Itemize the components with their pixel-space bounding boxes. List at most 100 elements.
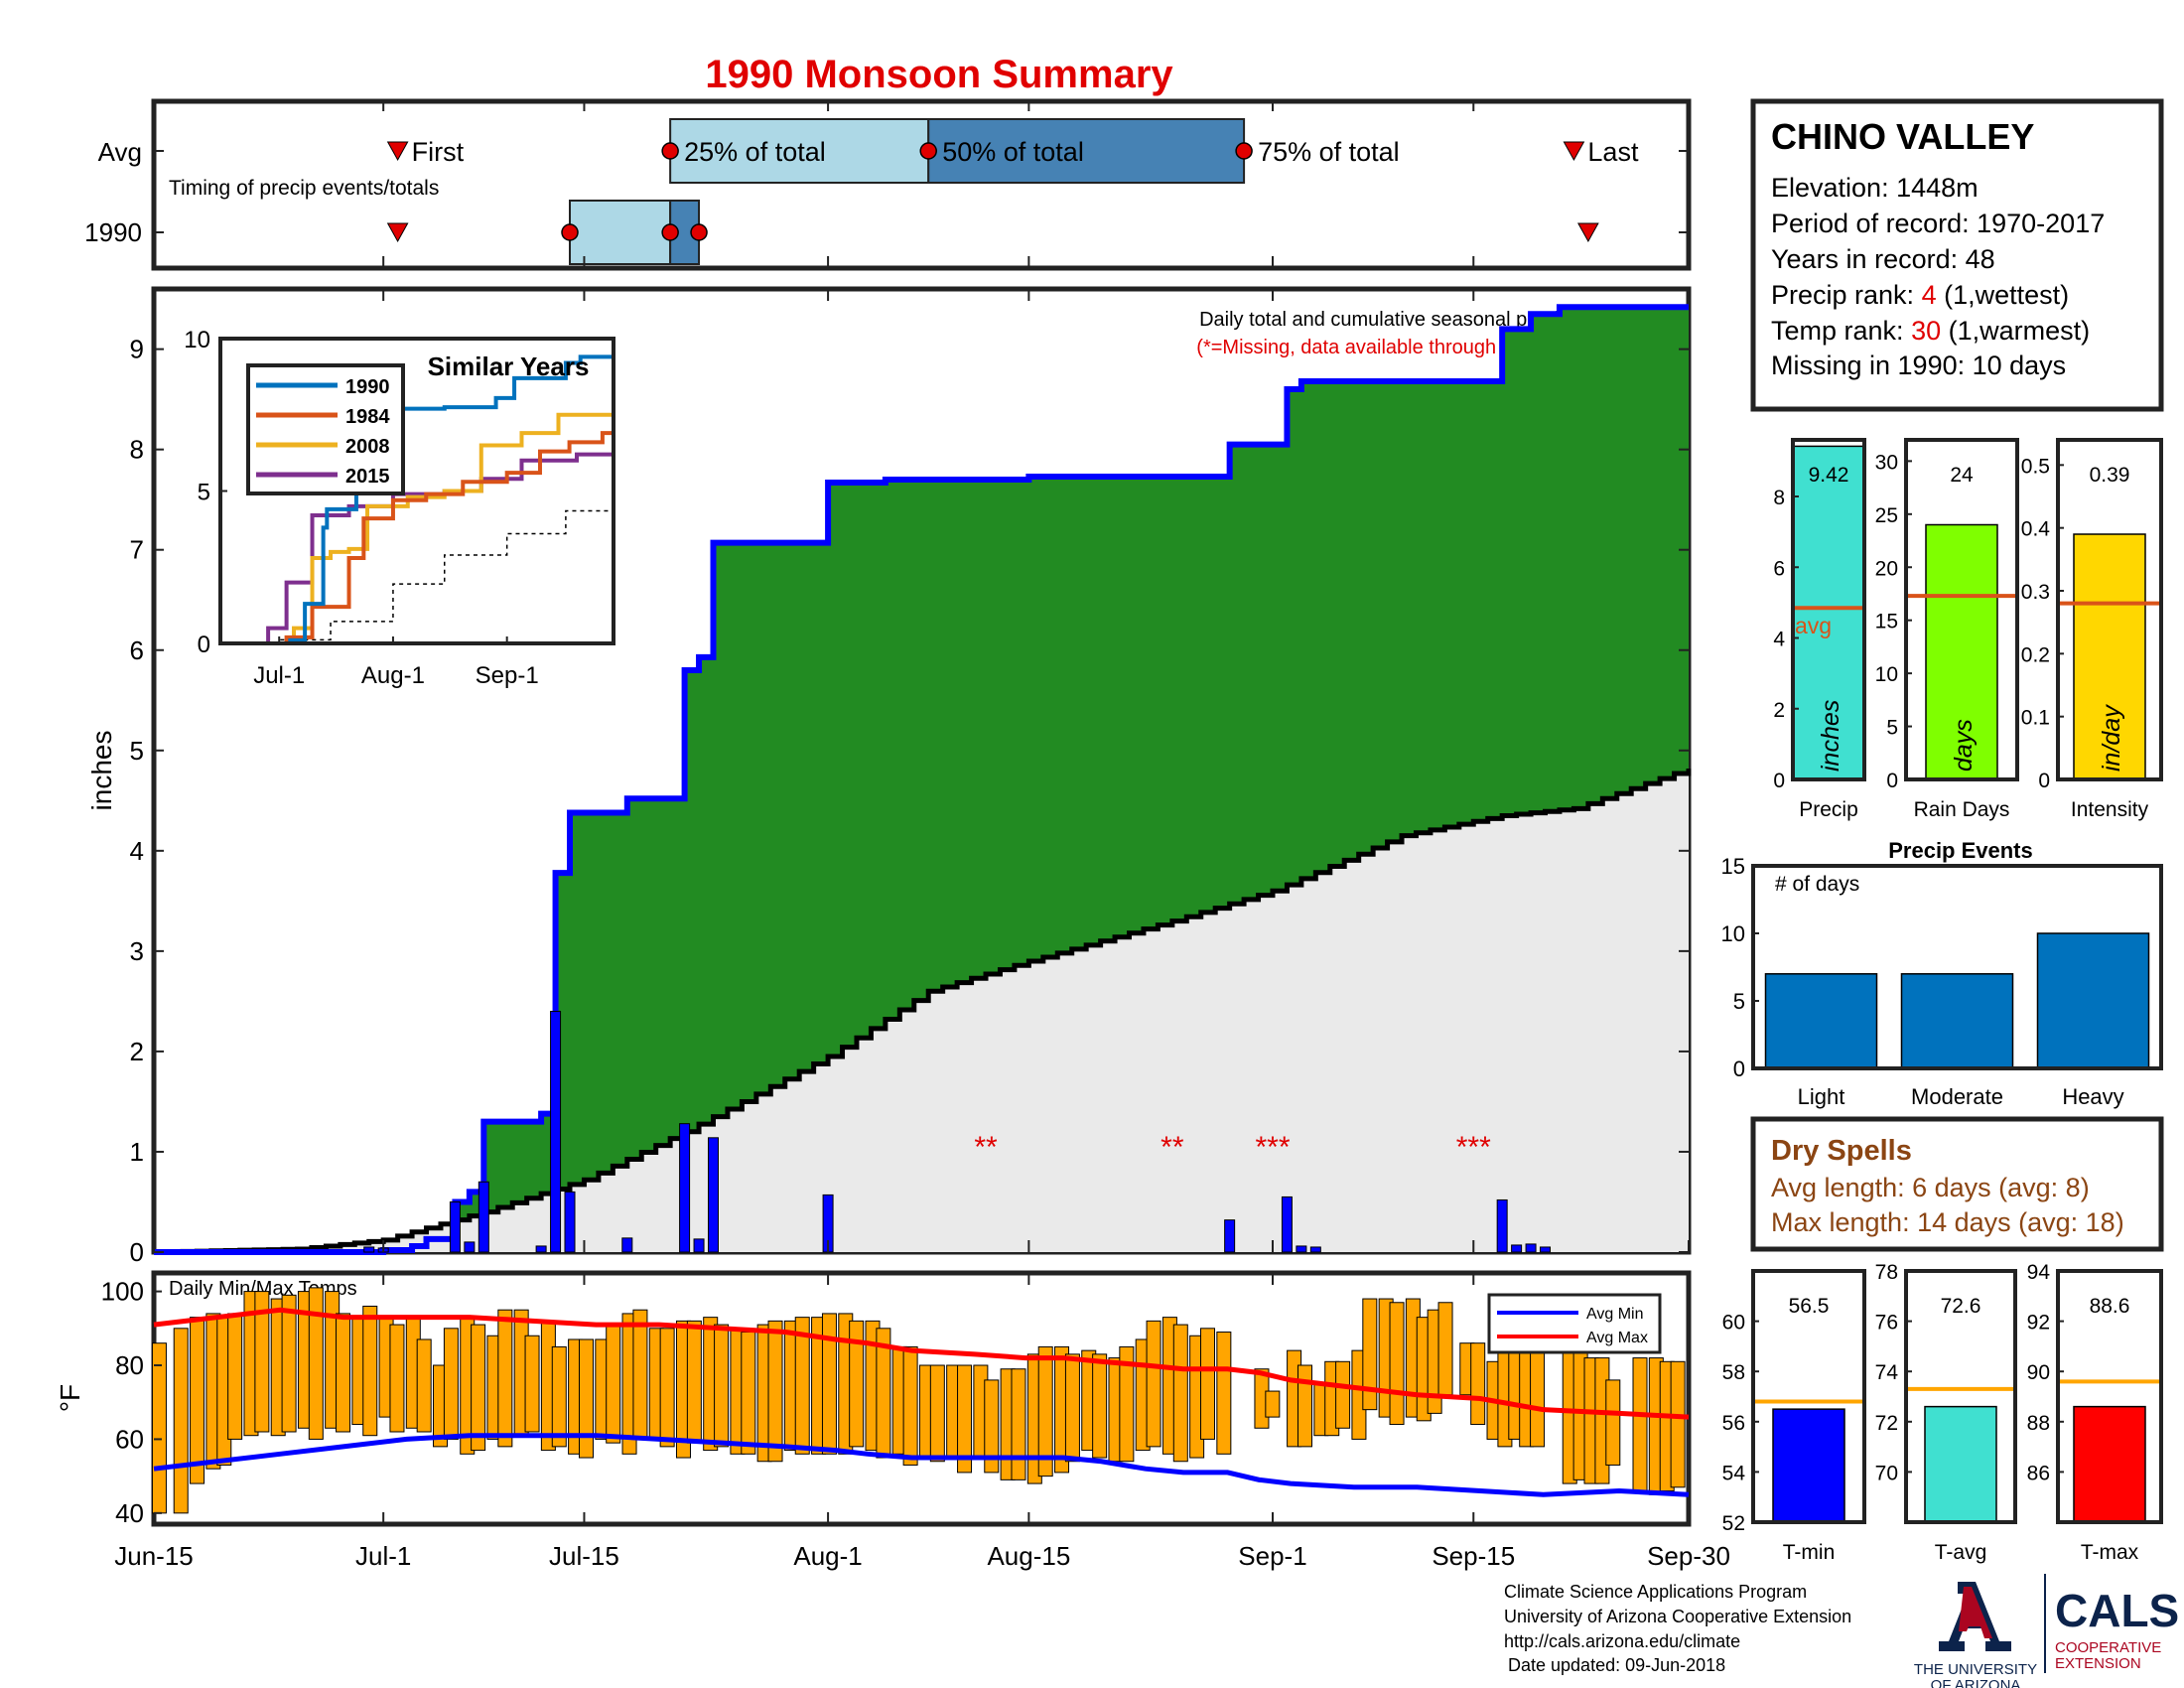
events-category: Moderate [1911, 1084, 2003, 1109]
dry-max-length: Max length: 14 days (avg: 18) [1771, 1207, 2124, 1237]
timing-panel: Avg 1990 Timing of precip events/totals … [84, 98, 1692, 271]
summary-tavg-ytick-label: 72 [1875, 1412, 1898, 1435]
summary-intensity-bar [2073, 533, 2146, 780]
events-bar-light [1764, 973, 1878, 1069]
daily-precip-bar [1525, 1243, 1537, 1253]
summary-precip-ytick-label: 0 [1773, 770, 1785, 792]
events-title: Precip Events [1888, 838, 2033, 863]
main-annotation: Daily total and cumulative seasonal prec… [1199, 309, 1623, 331]
summary-tavg-value-label: 72.6 [1941, 1295, 1981, 1318]
summary-tmin-ytick-label: 58 [1722, 1361, 1745, 1384]
legend-label: 1984 [345, 406, 390, 428]
events-bar-heavy [2036, 932, 2150, 1069]
summary-intensity-value-label: 0.39 [2090, 464, 2130, 487]
temp-range-bar [416, 1338, 432, 1433]
temp-range-bar [336, 1313, 351, 1433]
temp-range-bar [308, 1287, 324, 1440]
temp-range-bar [1389, 1302, 1405, 1426]
temp-range-bar [1216, 1332, 1232, 1455]
inset-xtick-label: Aug-1 [361, 662, 425, 689]
temp-range-bar [1064, 1353, 1080, 1463]
temp-range-bar [497, 1309, 513, 1448]
missing-days: Missing in 1990: 10 days [1771, 351, 2066, 380]
events-ytick-label: 0 [1733, 1056, 1745, 1081]
year-p25-marker [561, 223, 579, 241]
inset-ytick-label: 10 [184, 327, 210, 353]
dry-spells-panel: Dry Spells Avg length: 6 days (avg: 8) M… [1750, 1116, 2164, 1252]
temp-range-bar [443, 1328, 459, 1440]
summary-raindays-value-label: 24 [1950, 464, 1974, 487]
daily-precip-bar [564, 1191, 576, 1253]
temp-range-bar [578, 1338, 594, 1459]
events-ytick-label: 15 [1721, 854, 1745, 879]
temp-range-bar [1037, 1345, 1053, 1477]
inset-title: Similar Years [428, 352, 590, 381]
summary-raindays-category: Rain Days [1914, 798, 2010, 821]
xtick-label: Sep-30 [1647, 1541, 1730, 1571]
temp-range-bar [929, 1364, 945, 1463]
inset-ytick-label: 0 [198, 632, 210, 658]
xtick-label: Jul-1 [355, 1541, 411, 1571]
xtick-label: Jul-15 [549, 1541, 619, 1571]
summary-intensity-ytick-label: 0.5 [2021, 455, 2050, 478]
temp-range-bar [606, 1324, 621, 1444]
inset-series-1984 [220, 400, 615, 645]
temp-range-bar [551, 1345, 567, 1448]
summary-tmin-ytick-label: 52 [1722, 1512, 1745, 1535]
summary-raindays-ytick-label: 25 [1875, 504, 1898, 527]
summary-raindays-ytick-label: 10 [1875, 663, 1898, 686]
label-p25: 25% of total [684, 137, 826, 167]
year-first-marker [386, 222, 409, 243]
inset-xtick-label: Sep-1 [476, 662, 539, 689]
legend-label: 2015 [345, 466, 390, 488]
summary-raindays-ytick-label: 5 [1886, 717, 1898, 740]
missing-mark: *** [1255, 1131, 1290, 1164]
temp-range-bar [1172, 1324, 1188, 1463]
temp-range-bar [686, 1320, 702, 1444]
daily-precip-bar [1296, 1245, 1307, 1253]
summary-precip-value-label: 9.42 [1809, 464, 1849, 487]
station-info-panel: CHINO VALLEY Elevation: 1448m Period of … [1750, 98, 2164, 412]
xtick-label: Aug-1 [793, 1541, 862, 1571]
main-ytick-label: 0 [130, 1237, 144, 1267]
precip-events-panel: Precip Events # of days Light Moderate Hea… [1721, 838, 2163, 1109]
summary-precip-category: Precip [1799, 798, 1858, 821]
legend-avg-min-label: Avg Min [1586, 1306, 1644, 1323]
temp-range-bar [1297, 1364, 1312, 1448]
temp-range-bar [389, 1324, 405, 1433]
summary-tavg-category: T-avg [1935, 1541, 1987, 1564]
similar-years-inset: 0 5 10 Jul-1 Aug-1 Sep-1 Similar Years 1990 1984… [184, 327, 615, 689]
summary-intensity-ytick-label: 0.4 [2021, 518, 2051, 541]
summary-tmin-category: T-min [1783, 1541, 1836, 1564]
summary-tmin-ytick-label: 56 [1722, 1412, 1745, 1435]
temp-range-bar [632, 1309, 648, 1440]
daily-temps-panel: Daily Min/Max Temps °F Jun-15 Jul-1 Jul-15… [55, 1270, 1730, 1571]
daily-precip-bar [1281, 1196, 1293, 1253]
xtick-label: Sep-1 [1238, 1541, 1306, 1571]
main-ytick-label: 3 [130, 936, 144, 966]
events-category: Light [1798, 1084, 1845, 1109]
footer-line-2: University of Arizona Cooperative Extens… [1504, 1607, 1851, 1626]
summary-raindays-ytick-label: 15 [1875, 611, 1898, 633]
inset-legend: 1990 1984 2008 2015 [246, 363, 405, 495]
temp-range-bar [659, 1328, 675, 1448]
avg-p25-marker [661, 142, 679, 160]
daily-precip-bar [1496, 1198, 1508, 1253]
inset-ytick-label: 5 [198, 480, 210, 506]
avg-p75-marker [1235, 142, 1253, 160]
summary-precip-panel: 0 2 4 6 8 9.42 Precip inches avg [1773, 438, 1866, 821]
summary-tavg-ytick-label: 78 [1875, 1261, 1898, 1284]
summary-tmax-ytick-label: 86 [2027, 1462, 2050, 1484]
missing-mark: ** [974, 1131, 998, 1164]
ua-logo-line1: THE UNIVERSITY [1914, 1661, 2037, 1678]
main-ytick-label: 9 [130, 335, 144, 364]
temps-ytick-label: 100 [101, 1277, 144, 1307]
events-ylabel: # of days [1775, 873, 1859, 896]
main-precip-panel: inches Daily total and cumulative season… [86, 101, 1692, 1524]
summary-tmin-ytick-label: 54 [1722, 1462, 1746, 1484]
daily-precip-bar [550, 1011, 562, 1253]
legend-label: 1990 [345, 376, 390, 398]
daily-precip-bar [621, 1237, 633, 1253]
temp-range-bar [1437, 1302, 1453, 1396]
summary-raindays-frame [1904, 438, 2019, 781]
